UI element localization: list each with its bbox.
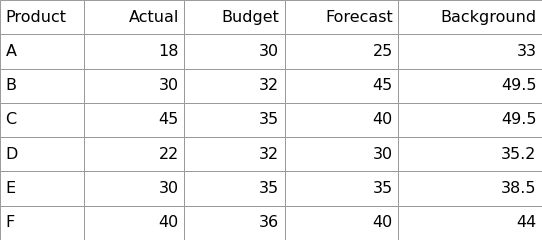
Bar xyxy=(285,69,398,103)
Bar xyxy=(398,171,542,206)
Text: 30: 30 xyxy=(159,78,179,93)
Bar xyxy=(398,34,542,69)
Bar xyxy=(84,0,184,34)
Text: 35: 35 xyxy=(259,113,279,127)
Bar xyxy=(84,103,184,137)
Bar xyxy=(184,34,285,69)
Text: 35: 35 xyxy=(373,181,393,196)
Text: 32: 32 xyxy=(259,147,279,162)
Bar xyxy=(184,103,285,137)
Text: D: D xyxy=(5,147,18,162)
Bar xyxy=(184,206,285,240)
Text: 35.2: 35.2 xyxy=(501,147,537,162)
Text: 32: 32 xyxy=(259,78,279,93)
Bar xyxy=(184,171,285,206)
Bar xyxy=(285,103,398,137)
Text: 33: 33 xyxy=(517,44,537,59)
Text: 30: 30 xyxy=(373,147,393,162)
Text: 30: 30 xyxy=(159,181,179,196)
Bar xyxy=(0,34,84,69)
Text: 44: 44 xyxy=(517,215,537,230)
Bar xyxy=(0,0,84,34)
Text: 49.5: 49.5 xyxy=(501,113,537,127)
Bar xyxy=(398,69,542,103)
Bar xyxy=(398,103,542,137)
Text: 18: 18 xyxy=(158,44,179,59)
Text: 40: 40 xyxy=(373,113,393,127)
Bar xyxy=(285,171,398,206)
Bar xyxy=(398,206,542,240)
Bar xyxy=(0,69,84,103)
Text: 45: 45 xyxy=(159,113,179,127)
Bar xyxy=(0,137,84,171)
Bar xyxy=(184,0,285,34)
Bar xyxy=(398,0,542,34)
Text: F: F xyxy=(5,215,15,230)
Text: Product: Product xyxy=(5,10,67,25)
Bar xyxy=(285,206,398,240)
Text: Budget: Budget xyxy=(221,10,279,25)
Bar xyxy=(84,34,184,69)
Bar xyxy=(285,34,398,69)
Text: Background: Background xyxy=(441,10,537,25)
Bar xyxy=(84,137,184,171)
Bar xyxy=(0,171,84,206)
Text: 45: 45 xyxy=(373,78,393,93)
Bar xyxy=(398,137,542,171)
Text: Forecast: Forecast xyxy=(325,10,393,25)
Text: 35: 35 xyxy=(259,181,279,196)
Text: E: E xyxy=(5,181,16,196)
Text: 30: 30 xyxy=(259,44,279,59)
Text: C: C xyxy=(5,113,17,127)
Text: 40: 40 xyxy=(159,215,179,230)
Bar xyxy=(184,137,285,171)
Bar xyxy=(285,0,398,34)
Text: 36: 36 xyxy=(259,215,279,230)
Text: 22: 22 xyxy=(159,147,179,162)
Bar xyxy=(184,69,285,103)
Text: 49.5: 49.5 xyxy=(501,78,537,93)
Bar xyxy=(84,69,184,103)
Text: B: B xyxy=(5,78,16,93)
Text: A: A xyxy=(5,44,16,59)
Bar xyxy=(84,206,184,240)
Bar xyxy=(0,206,84,240)
Text: 38.5: 38.5 xyxy=(501,181,537,196)
Bar xyxy=(285,137,398,171)
Text: Actual: Actual xyxy=(128,10,179,25)
Bar xyxy=(84,171,184,206)
Text: 40: 40 xyxy=(373,215,393,230)
Text: 25: 25 xyxy=(373,44,393,59)
Bar xyxy=(0,103,84,137)
